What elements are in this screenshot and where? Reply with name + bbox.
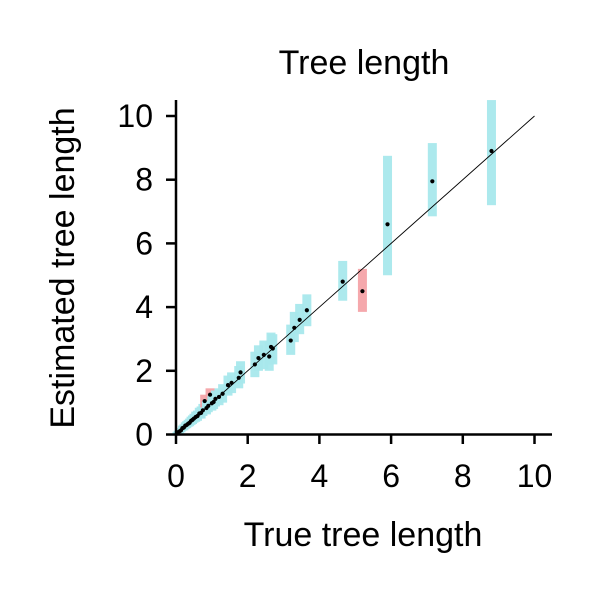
- data-point: [206, 403, 211, 408]
- data-point: [207, 392, 213, 397]
- data-point: [261, 352, 266, 357]
- y-tick-label: 6: [135, 225, 153, 261]
- point-layer: [174, 148, 494, 436]
- data-point: [292, 325, 297, 330]
- y-tick-label: 8: [135, 162, 153, 198]
- data-point: [238, 370, 243, 375]
- y-axis-label: Estimated tree length: [44, 107, 82, 428]
- data-point: [220, 391, 225, 396]
- data-point: [340, 279, 345, 284]
- x-tick-label: 2: [239, 458, 257, 494]
- data-point: [288, 338, 293, 343]
- x-axis-label: True tree length: [244, 516, 483, 554]
- data-point: [267, 354, 272, 359]
- data-point: [211, 399, 216, 405]
- x-tick-layer: 0 2 4 6 8 10: [167, 434, 553, 494]
- data-point: [216, 394, 222, 400]
- data-point: [304, 308, 309, 313]
- data-point: [270, 346, 275, 351]
- y-tick-label: 4: [135, 289, 153, 325]
- chart-title: Tree length: [279, 44, 450, 82]
- data-point: [430, 179, 435, 184]
- y-tick-layer: 0 2 4 6 8 10: [117, 98, 176, 453]
- identity-reference-line: [175, 115, 535, 435]
- data-point: [202, 398, 207, 404]
- x-tick-label: 6: [382, 458, 400, 494]
- data-point: [256, 355, 261, 361]
- data-point: [489, 148, 494, 154]
- data-point: [200, 408, 205, 413]
- x-tick-label: 0: [167, 458, 185, 494]
- interval-layer: [172, 100, 496, 435]
- interval-bar: [383, 155, 393, 276]
- data-point: [225, 383, 231, 388]
- data-point: [360, 289, 365, 294]
- data-point: [213, 396, 218, 401]
- data-point: [236, 375, 241, 380]
- data-point: [229, 380, 234, 386]
- data-point: [297, 317, 302, 322]
- x-tick-label: 8: [454, 458, 472, 494]
- data-point: [252, 362, 257, 367]
- y-tick-label: 0: [135, 417, 153, 453]
- y-tick-label: 2: [135, 353, 153, 389]
- x-tick-label: 4: [311, 458, 329, 494]
- x-tick-label: 10: [517, 458, 553, 494]
- data-point: [385, 222, 390, 227]
- y-tick-label: 10: [117, 98, 153, 134]
